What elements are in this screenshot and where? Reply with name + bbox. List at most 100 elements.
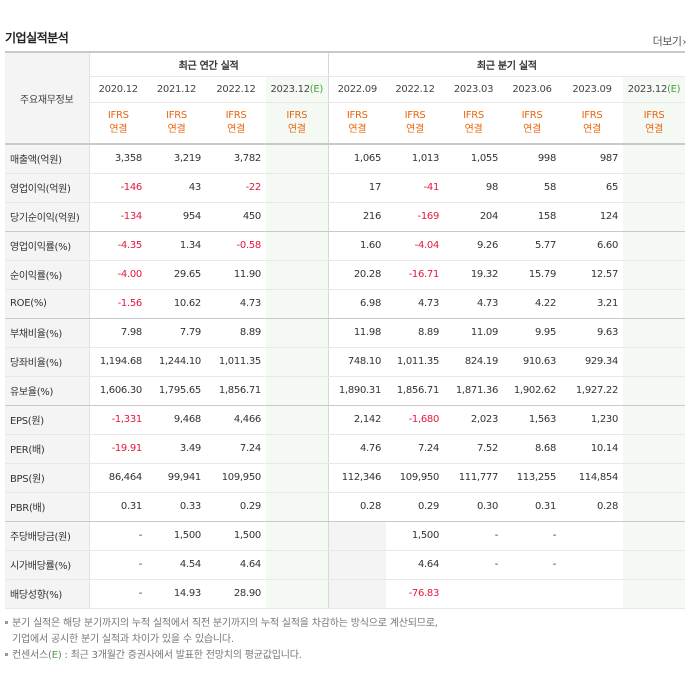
row-label: 순이익률(%) [5,260,90,290]
data-cell: 998 [503,143,562,174]
data-cell: 8.89 [386,318,445,348]
data-cell: 7.98 [89,318,147,348]
data-cell: 216 [328,202,387,232]
bullet-icon [5,652,8,656]
data-cell: 4.76 [328,434,387,464]
data-cell [266,434,329,464]
table-row: ROE(%) -1.56 10.62 4.73 6.98 4.73 4.73 4.22 3.21 [5,289,686,319]
table-row: 영업이익률(%) -4.35 1.34 -0.58 1.60 -4.04 9.26 5.77 6… [5,231,686,261]
data-cell: 109,950 [386,463,445,493]
data-cell: 43 [147,173,206,203]
data-cell: 3.49 [147,434,206,464]
data-cell: 2,023 [444,405,504,435]
data-cell [266,521,329,551]
row-label: EPS(원) [5,405,90,435]
data-cell: -1,331 [89,405,147,435]
period-header: 2022.12 [386,76,445,103]
data-cell: 3,219 [147,143,206,174]
row-label: 매출액(억원) [5,143,90,174]
financial-table: 주요재무정보 최근 연간 실적 최근 분기 실적 2020.12 2021.12 2022… [5,51,686,609]
ifrs-label: IFRS 연결 [623,102,686,145]
table-row: EPS(원) -1,331 9,468 4,466 2,142 -1,680 2,023 1,… [5,405,686,435]
note-text: 분기 실적은 해당 분기까지의 누적 실적에서 직전 분기까지의 누적 실적을 … [12,618,438,629]
data-cell: 4.54 [147,550,206,580]
data-cell: - [444,550,504,580]
data-cell [623,492,686,522]
data-cell: 7.24 [386,434,445,464]
data-cell: 20.28 [328,260,387,290]
data-cell [623,434,686,464]
data-cell: 1,606.30 [89,376,147,406]
data-cell [623,550,686,580]
data-cell [623,260,686,290]
data-cell: 1,856.71 [206,376,266,406]
data-cell: - [89,521,147,551]
data-cell: 111,777 [444,463,504,493]
data-cell [266,376,329,406]
data-cell: 0.33 [147,492,206,522]
row-label: 영업이익(억원) [5,173,90,203]
data-cell: -76.83 [386,579,445,609]
data-cell: - [89,550,147,580]
row-label: 영업이익률(%) [5,231,90,261]
data-cell: 7.52 [444,434,504,464]
data-cell [623,521,686,551]
ifrs-label: IFRS 연결 [266,102,329,145]
more-link[interactable]: 더보기› [653,33,687,49]
bullet-icon [5,620,8,624]
data-cell: 4,466 [206,405,266,435]
data-cell: -0.58 [206,231,266,261]
data-cell [266,463,329,493]
data-cell: - [503,550,562,580]
data-cell: 10.14 [561,434,624,464]
data-cell: 1,500 [386,521,445,551]
data-cell: 1,065 [328,143,387,174]
data-cell [266,550,329,580]
data-cell [266,579,329,609]
data-cell: -22 [206,173,266,203]
data-cell: 929.34 [561,347,624,377]
data-cell: 8.68 [503,434,562,464]
data-cell: 450 [206,202,266,232]
data-cell: 6.60 [561,231,624,261]
data-cell: -1.56 [89,289,147,319]
data-cell: 14.93 [147,579,206,609]
table-row: 매출액(억원) 3,358 3,219 3,782 1,065 1,013 1,055 998… [5,143,686,174]
data-cell [623,143,686,174]
data-cell [623,202,686,232]
period-header: 2022.12 [206,76,266,103]
data-cell: 114,854 [561,463,624,493]
data-cell: 19.32 [444,260,504,290]
data-cell [623,318,686,348]
section-header: 기업실적분석 더보기› [0,0,692,50]
table-row: 유보율(%) 1,606.30 1,795.65 1,856.71 1,890.31 1,… [5,376,686,406]
data-cell: 0.30 [444,492,504,522]
annual-group-label: 최근 연간 실적 [89,51,329,77]
data-cell: 1,927.22 [561,376,624,406]
data-cell [266,405,329,435]
section-title: 기업실적분석 [5,31,69,45]
quarterly-group-label: 최근 분기 실적 [328,51,686,77]
data-cell: 204 [444,202,504,232]
data-cell: 987 [561,143,624,174]
data-cell: -4.00 [89,260,147,290]
ifrs-label: IFRS 연결 [386,102,445,145]
data-cell [623,376,686,406]
data-cell: 124 [561,202,624,232]
data-cell [561,579,624,609]
data-cell: 9,468 [147,405,206,435]
data-cell: 158 [503,202,562,232]
ifrs-label: IFRS 연결 [503,102,562,145]
data-cell: 824.19 [444,347,504,377]
data-cell: 1,795.65 [147,376,206,406]
data-cell: 9.63 [561,318,624,348]
data-cell: - [444,521,504,551]
header-group-row: 주요재무정보 최근 연간 실적 최근 분기 실적 [5,51,686,145]
data-cell: 1,902.62 [503,376,562,406]
data-cell [266,260,329,290]
table-row: BPS(원) 86,464 99,941 109,950 112,346 109,950 1… [5,463,686,493]
data-cell: 1,890.31 [328,376,387,406]
data-cell: 109,950 [206,463,266,493]
data-cell: 1.34 [147,231,206,261]
footnotes: 분기 실적은 해당 분기까지의 누적 실적에서 직전 분기까지의 누적 실적을 … [5,616,685,664]
